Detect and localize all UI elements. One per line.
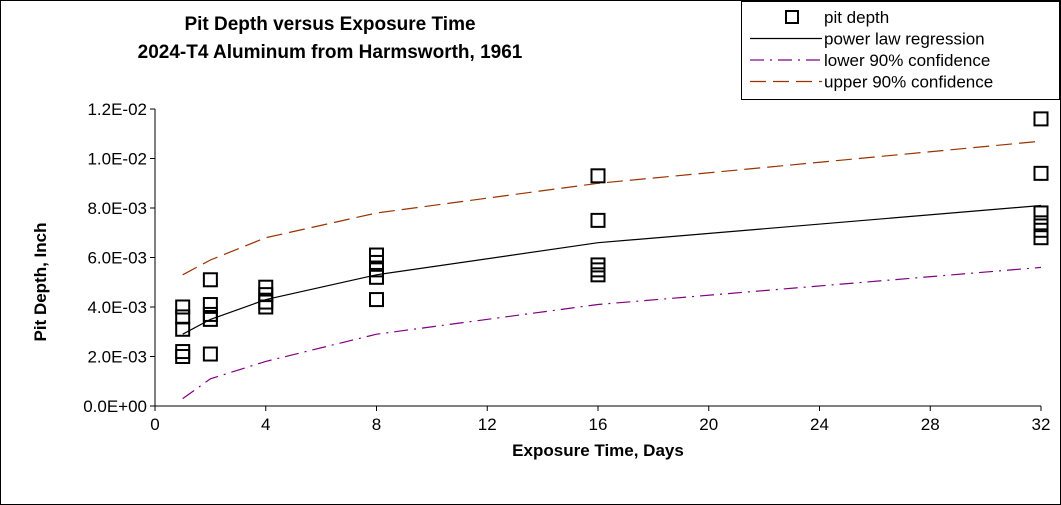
y-tick-label: 4.0E-03 [87, 298, 147, 317]
legend: pit depth power law regression lower 90% c… [741, 1, 1060, 100]
x-tick-label: 0 [150, 415, 159, 434]
y-tick-label: 1.0E-02 [87, 150, 147, 169]
data-point-pit-depth [1033, 230, 1049, 246]
plot-area: 0.0E+00 2.0E-03 4.0E-03 6.0E-03 8.0E-03 1.0E-… [83, 100, 1050, 434]
data-point-pit-depth [1033, 205, 1049, 221]
data-point-pit-depth [1033, 111, 1049, 127]
y-axis-title: Pit Depth, Inch [31, 223, 50, 342]
legend-marker-pit-depth [785, 10, 799, 24]
x-tick-label: 16 [589, 415, 608, 434]
chart-title: Pit Depth versus Exposure Time 2024-T4 A… [138, 14, 523, 63]
data-point-pit-depth [369, 269, 384, 285]
series-line-lower-90-confidence [182, 266, 1042, 400]
data-point-pit-depth [202, 346, 218, 362]
x-tick-label: 8 [372, 415, 381, 434]
data-point-pit-depth [590, 212, 606, 228]
legend-label-lower-90-confidence: lower 90% confidence [824, 51, 990, 70]
legend-box [741, 1, 1060, 100]
data-point-pit-depth [202, 311, 218, 327]
legend-label-pit-depth: pit depth [824, 8, 889, 27]
y-tick-label: 0.0E+00 [83, 397, 147, 416]
data-point-pit-depth [590, 168, 606, 184]
y-tick-label: 6.0E-03 [87, 249, 147, 268]
chart-title-line-1: Pit Depth versus Exposure Time [184, 14, 475, 35]
x-tick-label: 12 [478, 415, 497, 434]
y-tick-label: 8.0E-03 [87, 199, 147, 218]
data-point-pit-depth [590, 267, 606, 283]
x-tick-label: 32 [1032, 415, 1051, 434]
x-tick-label: 4 [261, 415, 270, 434]
data-point-pit-depth [175, 349, 191, 364]
x-axis-title: Exposure Time, Days [512, 441, 684, 460]
data-point-pit-depth [1033, 165, 1049, 181]
data-point-pit-depth [175, 299, 191, 315]
data-point-pit-depth [202, 297, 218, 313]
legend-label-upper-90-confidence: upper 90% confidence [824, 73, 993, 92]
y-tick-label: 1.2E-02 [87, 100, 147, 119]
x-tick-label: 24 [810, 415, 829, 434]
y-tick-label: 2.0E-03 [87, 348, 147, 367]
series-line-upper-90-confidence [182, 140, 1042, 276]
data-point-pit-depth [175, 321, 191, 337]
x-tick-label: 28 [921, 415, 940, 434]
x-tick-label: 20 [699, 415, 718, 434]
data-point-pit-depth [258, 299, 274, 315]
legend-label-power-law-regression: power law regression [824, 30, 985, 49]
data-point-pit-depth [202, 272, 218, 288]
data-point-pit-depth [369, 292, 384, 308]
chart-title-line-2: 2024-T4 Aluminum from Harmsworth, 1961 [138, 42, 523, 63]
